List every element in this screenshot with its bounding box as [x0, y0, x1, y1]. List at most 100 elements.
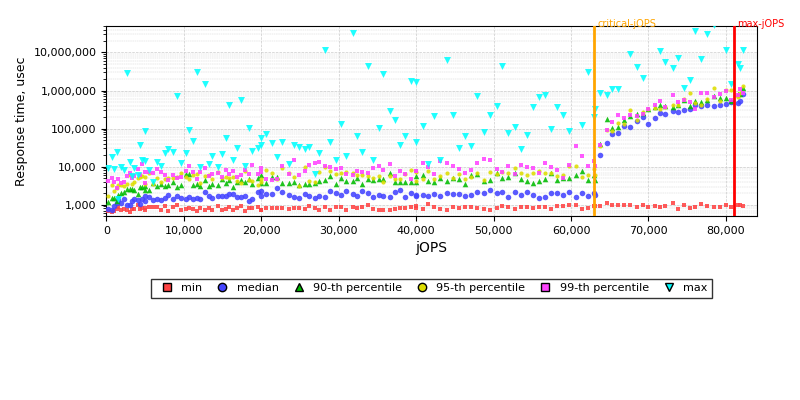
- Point: [260, 167, 273, 174]
- Point: [159, 176, 172, 183]
- Point: [428, 171, 441, 177]
- Point: [654, 102, 667, 108]
- Point: [422, 193, 434, 199]
- Point: [394, 178, 406, 185]
- Point: [309, 170, 322, 177]
- Point: [362, 170, 374, 176]
- Point: [318, 204, 331, 210]
- Point: [441, 57, 454, 63]
- Point: [298, 164, 311, 170]
- Point: [582, 176, 594, 183]
- Point: [162, 177, 175, 183]
- Point: [570, 163, 582, 169]
- Point: [538, 204, 551, 210]
- Point: [545, 126, 558, 133]
- Point: [416, 172, 429, 179]
- Point: [127, 179, 140, 185]
- Point: [138, 198, 151, 204]
- Point: [502, 170, 514, 176]
- Point: [242, 176, 255, 182]
- Point: [678, 106, 690, 113]
- Point: [238, 166, 251, 173]
- Point: [159, 172, 172, 178]
- Point: [271, 185, 284, 191]
- Point: [271, 154, 284, 160]
- Point: [377, 176, 390, 182]
- Point: [575, 167, 588, 174]
- Point: [234, 172, 247, 178]
- Point: [618, 121, 630, 127]
- Point: [102, 165, 115, 171]
- Point: [215, 175, 228, 181]
- Point: [135, 160, 148, 167]
- Point: [271, 174, 284, 180]
- Point: [562, 163, 575, 169]
- Point: [182, 163, 195, 170]
- Point: [453, 191, 466, 198]
- Point: [134, 184, 146, 190]
- Point: [123, 202, 136, 208]
- Point: [346, 191, 359, 198]
- Point: [276, 138, 289, 145]
- Point: [654, 204, 667, 210]
- Point: [731, 92, 744, 98]
- Point: [298, 206, 311, 213]
- Point: [373, 176, 386, 182]
- Point: [538, 176, 551, 182]
- Point: [478, 177, 490, 183]
- Point: [441, 160, 454, 166]
- Point: [623, 106, 636, 113]
- Point: [714, 102, 726, 108]
- Point: [135, 196, 148, 202]
- Point: [405, 190, 418, 196]
- Point: [373, 163, 386, 170]
- Point: [282, 206, 295, 213]
- Point: [714, 204, 726, 210]
- Point: [441, 206, 454, 213]
- Point: [194, 196, 206, 202]
- Point: [211, 192, 224, 199]
- Point: [123, 209, 136, 216]
- Point: [222, 170, 235, 177]
- Point: [166, 179, 179, 186]
- Point: [202, 183, 215, 190]
- Point: [254, 134, 267, 141]
- Point: [490, 205, 503, 211]
- Point: [496, 62, 509, 69]
- Point: [405, 167, 418, 173]
- Point: [159, 182, 172, 189]
- Point: [251, 182, 264, 188]
- Point: [356, 149, 369, 156]
- Point: [736, 83, 749, 89]
- Point: [282, 180, 295, 186]
- Point: [606, 86, 618, 92]
- Point: [303, 162, 316, 168]
- Point: [373, 124, 386, 131]
- Point: [611, 112, 624, 118]
- Point: [389, 205, 402, 212]
- Point: [134, 206, 146, 212]
- Point: [226, 207, 239, 214]
- Point: [428, 112, 441, 119]
- Point: [356, 204, 369, 210]
- Point: [398, 194, 411, 200]
- Point: [496, 189, 509, 195]
- Point: [266, 174, 278, 180]
- Point: [362, 176, 374, 182]
- Point: [714, 91, 726, 97]
- Point: [199, 177, 212, 183]
- Point: [405, 178, 418, 185]
- Point: [538, 170, 551, 176]
- Point: [234, 179, 247, 186]
- Point: [545, 170, 558, 176]
- Point: [478, 190, 490, 196]
- Point: [350, 133, 363, 140]
- Point: [127, 187, 140, 193]
- Point: [471, 204, 484, 211]
- Point: [182, 171, 195, 177]
- Point: [293, 143, 306, 150]
- Point: [446, 204, 459, 210]
- Point: [199, 189, 212, 195]
- Point: [734, 86, 746, 92]
- Point: [234, 194, 247, 200]
